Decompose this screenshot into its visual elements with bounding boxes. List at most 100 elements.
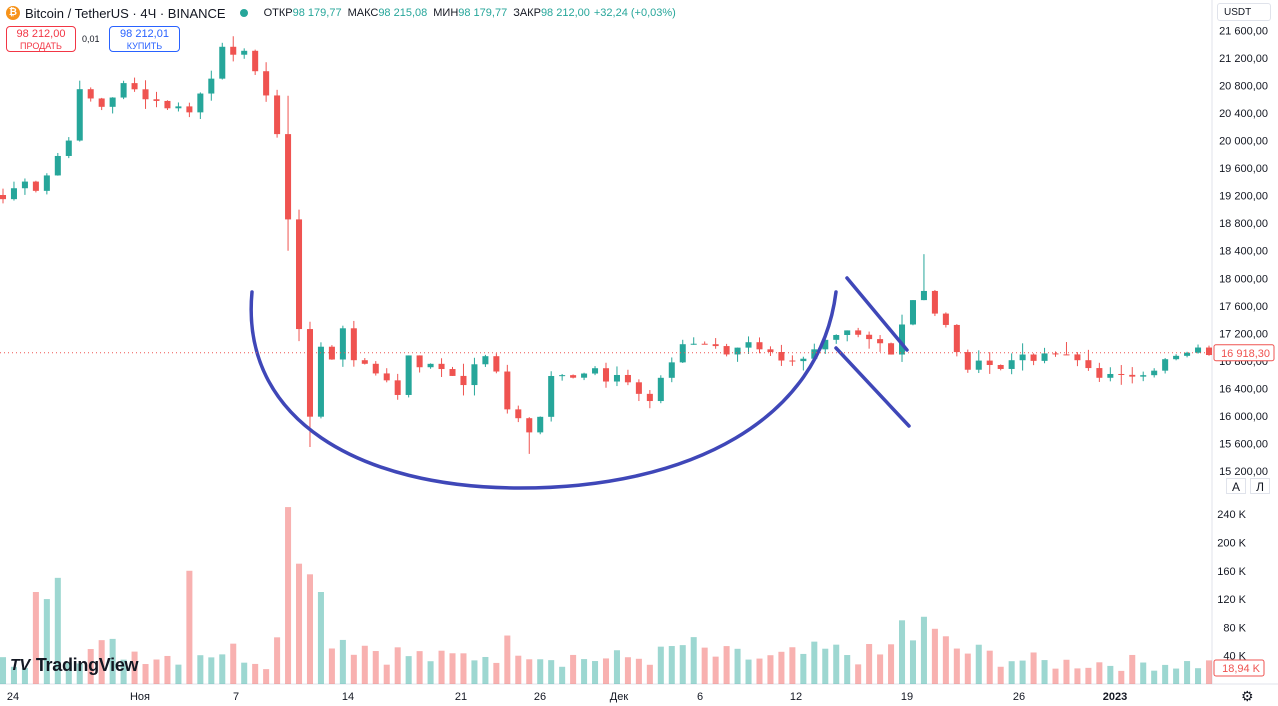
- volume-bar: [1107, 665, 1114, 684]
- time-tick-label: Дек: [610, 691, 629, 703]
- candle-body: [789, 360, 796, 362]
- symbol-title[interactable]: Bitcoin / TetherUS · 4Ч · BINANCE: [25, 5, 226, 21]
- auto-scale-button[interactable]: A: [1226, 478, 1246, 494]
- volume-bar: [789, 647, 796, 684]
- candle-body: [964, 352, 971, 370]
- volume-bar: [515, 655, 522, 684]
- volume-tick-label: 160 K: [1217, 566, 1246, 578]
- candle-body: [142, 89, 149, 100]
- volume-bar: [460, 653, 467, 684]
- time-tick-label: 26: [1013, 691, 1025, 703]
- volume-bar: [635, 658, 642, 684]
- price-tick-label: 18 400,00: [1219, 246, 1268, 258]
- volume-bar: [734, 648, 741, 684]
- candle-body: [592, 368, 599, 374]
- candle-body: [986, 360, 993, 365]
- volume-bar: [10, 666, 17, 684]
- currency-select[interactable]: USDT: [1217, 3, 1271, 21]
- volume-bar: [537, 659, 544, 684]
- volume-bar: [219, 654, 226, 684]
- candle-body: [482, 356, 489, 365]
- volume-bar: [1008, 661, 1015, 684]
- candle-body: [1074, 354, 1081, 361]
- volume-bar: [1118, 670, 1125, 684]
- volume-bar: [153, 659, 160, 684]
- volume-bar: [1085, 667, 1092, 684]
- volume-bar: [559, 666, 566, 684]
- candle-body: [285, 134, 292, 220]
- candle-body: [394, 380, 401, 395]
- volume-bar: [394, 647, 401, 684]
- candle-body: [219, 46, 226, 79]
- volume-bar: [592, 661, 599, 684]
- symbol-header: ₿ Bitcoin / TetherUS · 4Ч · BINANCE ОТКР…: [6, 4, 676, 22]
- candle-body: [920, 290, 927, 301]
- cup-drawing: [249, 290, 838, 490]
- volume-bar: [712, 656, 719, 684]
- candle-body: [241, 50, 248, 55]
- volume-bar: [1041, 660, 1048, 684]
- volume-bar: [767, 655, 774, 684]
- sell-button[interactable]: 98 212,00 ПРОДАТЬ: [6, 26, 76, 52]
- candle-body: [328, 346, 335, 360]
- candle-body: [909, 300, 916, 325]
- volume-bar: [241, 662, 248, 684]
- close-value: 98 212,00: [540, 7, 590, 19]
- candle-body: [624, 374, 631, 383]
- last-price-badge: [1213, 344, 1275, 362]
- volume-bar: [1096, 662, 1103, 684]
- buy-button[interactable]: 98 212,01 КУПИТЬ: [109, 26, 180, 52]
- volume-bar: [920, 616, 927, 684]
- candle-body: [822, 339, 829, 350]
- volume-bar: [822, 648, 829, 684]
- candle-body: [197, 93, 204, 113]
- candle-body: [186, 106, 193, 113]
- time-tick-label: 24: [7, 691, 19, 703]
- settings-gear-icon[interactable]: ⚙: [1241, 688, 1254, 704]
- volume-bar: [613, 650, 620, 684]
- log-scale-button[interactable]: Л: [1250, 478, 1270, 494]
- candle-body: [350, 328, 357, 361]
- last-price-label: 16 918,30: [1221, 348, 1270, 360]
- price-tick-label: 17 600,00: [1219, 301, 1268, 313]
- volume-bar: [1063, 659, 1070, 684]
- volume-bar: [657, 646, 664, 684]
- candle-body: [712, 344, 719, 347]
- candle-body: [537, 416, 544, 433]
- candle-body: [43, 175, 50, 191]
- candle-body: [1019, 354, 1026, 361]
- volume-bar: [986, 650, 993, 684]
- volume-bar: [942, 636, 949, 684]
- candle-body: [1151, 370, 1158, 376]
- price-tick-label: 18 800,00: [1219, 218, 1268, 230]
- candle-body: [877, 339, 884, 344]
- candle-body: [504, 371, 511, 410]
- candle-body: [164, 100, 171, 109]
- volume-bar: [811, 641, 818, 684]
- candle-body: [855, 330, 862, 335]
- volume-bar: [701, 647, 708, 684]
- volume-bar: [1195, 668, 1202, 684]
- tradingview-logo[interactable]: TV TradingView: [10, 655, 139, 676]
- volume-bar: [931, 628, 938, 684]
- candle-body: [1184, 352, 1191, 356]
- price-tick-label: 19 600,00: [1219, 163, 1268, 175]
- volume-bar: [1052, 668, 1059, 684]
- volume-bar: [438, 650, 445, 684]
- candle-body: [844, 330, 851, 336]
- high-value: 98 215,08: [378, 7, 428, 19]
- time-tick-label: 7: [233, 691, 239, 703]
- candle-body: [306, 329, 313, 417]
- time-tick-label: Ноя: [130, 691, 150, 703]
- candle-body: [493, 356, 500, 372]
- candle-body: [635, 382, 642, 394]
- candle-body: [581, 373, 588, 378]
- volume-bar: [361, 645, 368, 684]
- candle-body: [613, 374, 620, 382]
- volume-bar: [263, 669, 270, 684]
- volume-tick-label: 80 K: [1223, 622, 1246, 634]
- candle-body: [931, 290, 938, 314]
- volume-bar: [65, 662, 72, 684]
- candle-body: [153, 99, 160, 101]
